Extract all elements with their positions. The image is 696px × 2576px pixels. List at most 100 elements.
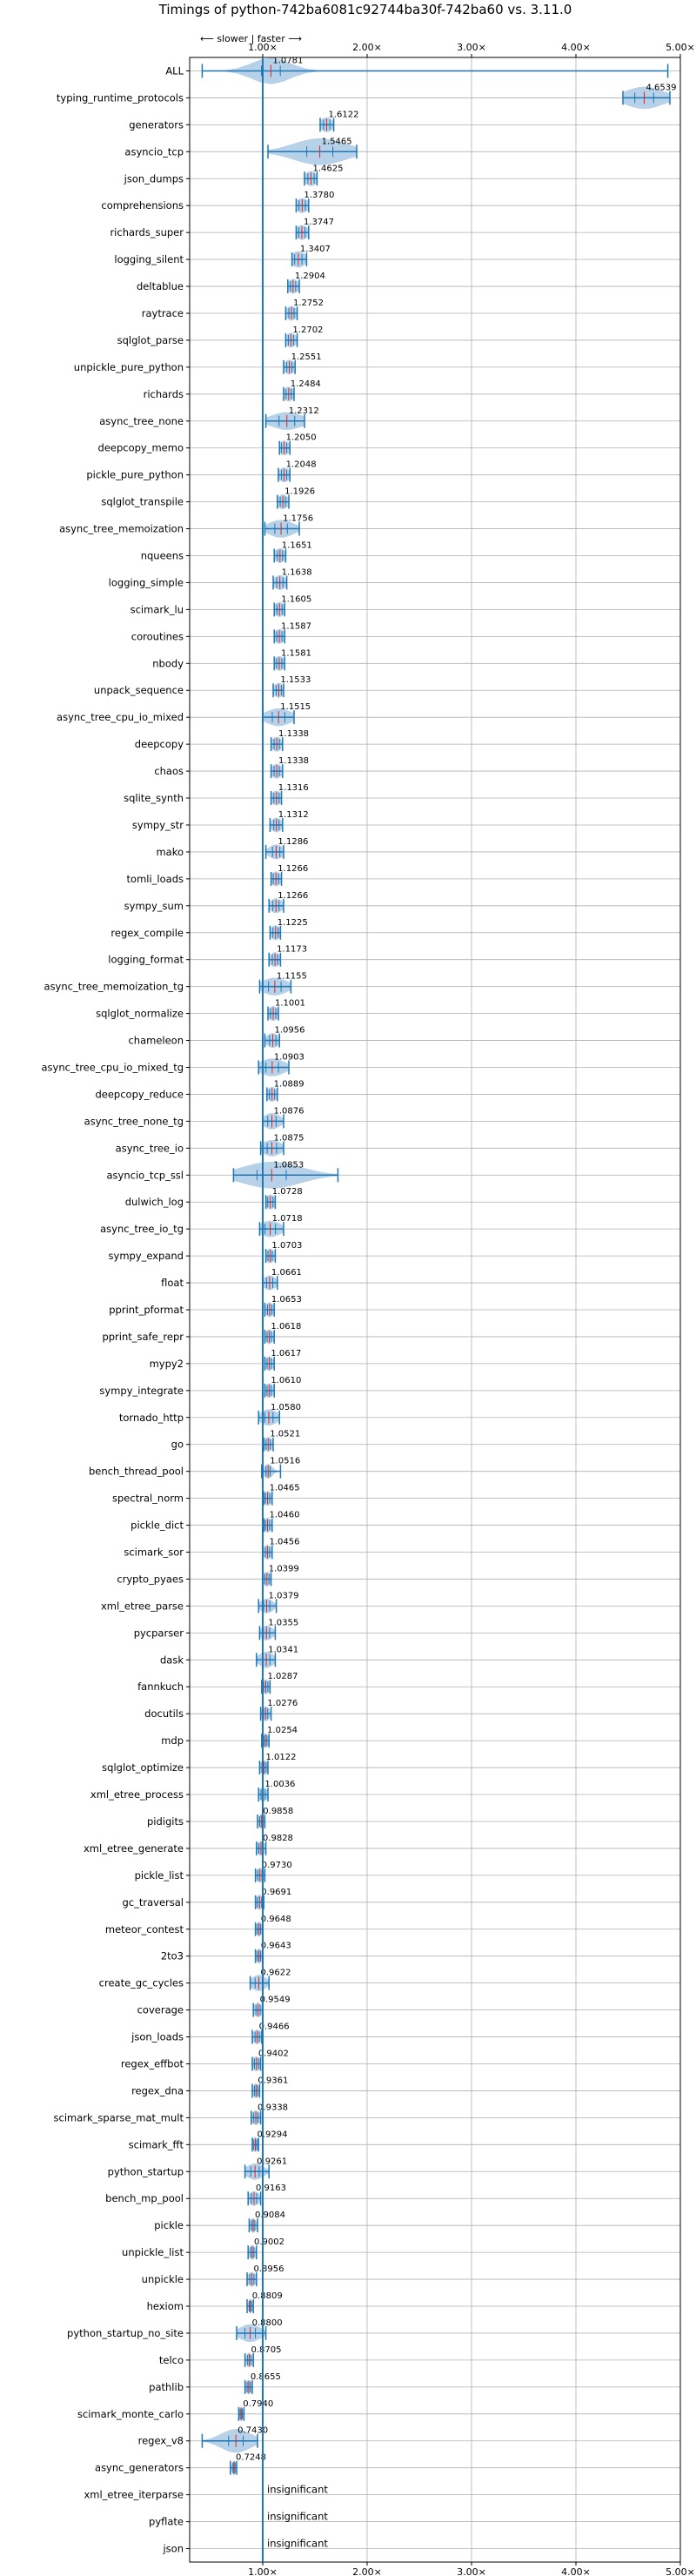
benchmark-label: comprehensions	[101, 199, 184, 211]
benchmark-label: sqlite_synth	[124, 792, 184, 804]
x-tick-label-top: 2.00×	[352, 42, 382, 53]
violin	[264, 1033, 280, 1049]
value-label: 1.6122	[328, 110, 358, 119]
x-tick-label-bottom: 2.00×	[352, 2566, 382, 2576]
violin	[251, 2110, 262, 2125]
violin	[264, 1248, 277, 1264]
benchmark-label: deepcopy	[135, 738, 184, 750]
chart-title: Timings of python-742ba6081c92744ba30f-7…	[158, 2, 572, 17]
benchmark-label: typing_runtime_protocols	[57, 91, 184, 104]
violin	[270, 763, 284, 779]
violin	[278, 440, 291, 456]
violin	[264, 520, 300, 538]
benchmark-label: scimark_sparse_mat_mult	[54, 2111, 184, 2123]
violin	[291, 251, 308, 268]
violin	[244, 2352, 254, 2368]
value-label: 1.1581	[281, 648, 311, 658]
benchmark-label: hexiom	[147, 2300, 184, 2312]
violin	[266, 1086, 278, 1102]
violin	[251, 2083, 261, 2098]
value-label: 1.0276	[267, 1699, 298, 1708]
benchmark-label: float	[161, 1277, 184, 1289]
violin	[268, 952, 282, 968]
benchmark-label: unpack_sequence	[94, 684, 184, 696]
violin	[259, 1139, 284, 1157]
violin	[272, 574, 288, 590]
violin	[270, 736, 284, 752]
insignificant-label: insignificant	[267, 2538, 328, 2550]
value-label: 1.2904	[295, 272, 325, 281]
value-label: 1.1266	[278, 864, 308, 874]
value-label: 1.0036	[264, 1780, 295, 1789]
value-label: 0.9084	[255, 2210, 285, 2220]
benchmark-label: mdp	[161, 1734, 184, 1747]
axis-ticks-bottom: 1.00× 2.00× 3.00× 4.00× 5.00×	[248, 2562, 695, 2576]
benchmark-label: sqlglot_normalize	[96, 1008, 184, 1020]
violin	[238, 2406, 245, 2422]
violin	[264, 844, 284, 860]
violin	[268, 898, 284, 914]
benchmark-label: pyflate	[149, 2516, 184, 2528]
benchmark-label: regex_effbot	[121, 2057, 184, 2070]
x-tick-label-bottom: 4.00×	[561, 2566, 591, 2576]
benchmark-label: xml_etree_parse	[101, 1600, 184, 1612]
violin	[251, 2056, 262, 2072]
benchmark-label: async_tree_cpu_io_mixed_tg	[41, 1061, 184, 1073]
value-label: 1.1756	[283, 514, 313, 524]
violin	[252, 2002, 264, 2018]
violin	[270, 871, 283, 887]
violin	[295, 198, 310, 213]
violin	[264, 1383, 275, 1399]
value-label: 1.2702	[292, 325, 323, 335]
benchmark-label: pickle_pure_python	[86, 469, 184, 481]
benchmark-label: chaos	[154, 765, 184, 777]
violin	[261, 1464, 282, 1479]
value-label: 1.1001	[275, 999, 305, 1009]
benchmark-label: coverage	[137, 2004, 184, 2016]
violin	[263, 1437, 274, 1452]
violin	[287, 278, 300, 294]
benchmark-label: nbody	[152, 657, 184, 669]
benchmark-label: chameleon	[128, 1035, 184, 1047]
value-label: 1.2048	[286, 460, 317, 470]
category-labels: ALL typing_runtime_protocols generators asy…	[41, 64, 190, 2555]
benchmark-label: ALL	[165, 64, 184, 77]
benchmark-label: pprint_safe_repr	[102, 1331, 184, 1343]
violin	[246, 2271, 258, 2287]
violin	[262, 1113, 284, 1130]
value-label: 0.9549	[260, 1996, 291, 2005]
value-label: 1.2050	[286, 433, 317, 443]
benchmark-label: bench_thread_pool	[89, 1466, 184, 1478]
benchmark-label: sympy_str	[132, 819, 184, 831]
violin	[232, 1161, 339, 1189]
violin	[251, 2137, 259, 2152]
value-label: 1.0728	[272, 1187, 303, 1197]
value-label: 1.0379	[269, 1591, 299, 1600]
benchmark-label: sympy_expand	[109, 1250, 184, 1262]
violin	[319, 117, 335, 132]
value-label: 0.9261	[257, 2157, 287, 2166]
violin	[264, 1356, 275, 1372]
benchmark-label: scimark_sor	[124, 1546, 184, 1559]
x-tick-label-top: 1.00×	[248, 42, 278, 53]
violin	[283, 386, 295, 402]
benchmark-label: regex_dna	[131, 2084, 184, 2096]
benchmark-label: mypy2	[150, 1358, 184, 1370]
benchmark-label: unpickle_pure_python	[74, 361, 184, 373]
benchmark-label: pprint_pformat	[109, 1304, 184, 1316]
value-label: 0.7940	[243, 2399, 273, 2409]
violin	[269, 817, 284, 833]
violin	[273, 628, 285, 644]
value-label: 1.0956	[274, 1026, 304, 1036]
value-label: 0.9648	[261, 1915, 291, 1924]
value-label: 1.1155	[277, 972, 307, 982]
benchmark-label: python_startup	[108, 2165, 184, 2177]
benchmark-label: fannkuch	[137, 1680, 184, 1693]
violin	[278, 467, 291, 483]
x-tick-label-bottom: 5.00×	[666, 2566, 695, 2576]
value-label: 1.0610	[271, 1376, 301, 1385]
plot-frame	[189, 57, 681, 2563]
value-label: 0.9163	[256, 2184, 286, 2193]
violin	[264, 1194, 277, 1210]
benchmark-label: spectral_norm	[112, 1493, 184, 1505]
